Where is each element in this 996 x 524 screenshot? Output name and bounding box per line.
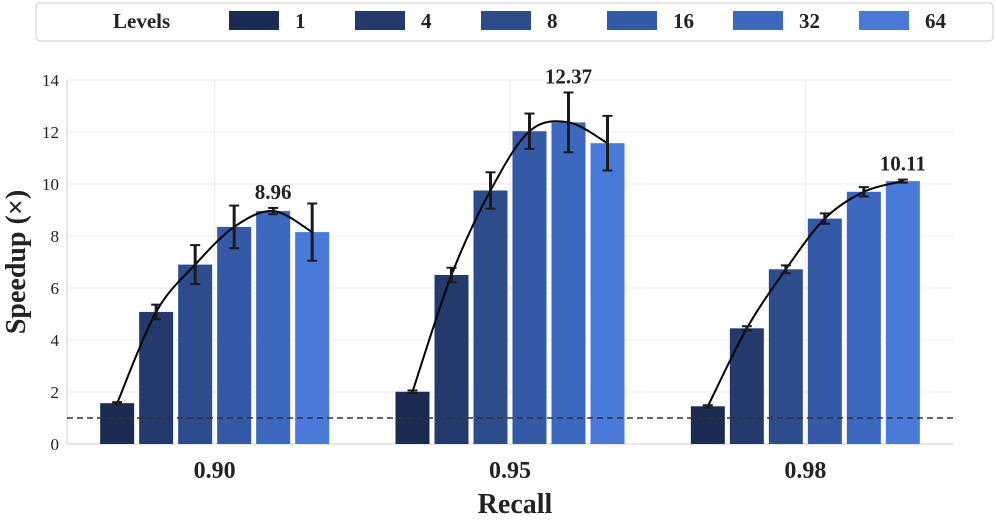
data-labels: 8.96 12.37 10.11 [255,64,926,203]
trend-line [116,210,313,404]
bar [473,190,508,444]
x-tick-label: 0.90 [194,458,236,484]
x-tick-label: 0.95 [489,458,531,484]
y-tick-label: 2 [51,383,60,402]
y-tick-label: 8 [51,227,60,246]
bar [690,406,725,444]
error-bars [112,91,908,409]
y-tick-label: 0 [51,435,60,454]
legend-swatch [481,11,531,30]
legend-label: 64 [925,9,947,33]
bar [434,275,469,444]
bar [295,232,330,444]
y-tick-label: 6 [51,279,60,298]
bar [768,269,803,444]
legend-label: 32 [799,9,820,33]
bar [590,143,625,444]
bar [178,264,213,444]
bar [139,311,174,444]
legend-label: 8 [547,9,558,33]
y-axis-title: Speedup (×) [1,190,32,334]
x-axis-title: Recall [478,489,553,520]
y-tick-label: 12 [42,123,59,142]
bar [846,191,881,444]
bar [217,226,252,444]
legend-label: 4 [421,9,432,33]
legend-swatch [733,11,783,30]
axes: Speedup (×) Recall 0 2 4 6 8 10 12 14 0.90 0.95 0.… [1,71,953,520]
legend-title: Levels [113,9,170,33]
legend-swatch [229,11,279,30]
grid [67,79,953,445]
bar [551,122,586,444]
bar [512,131,547,444]
bar [885,181,920,444]
x-tick-label: 0.98 [784,458,826,484]
bar [100,403,135,444]
y-tick-label: 14 [42,71,60,90]
legend-swatch [607,11,657,30]
legend-swatch [355,11,405,30]
y-tick-label: 4 [51,331,60,350]
legend-label: 16 [673,9,694,33]
bar [807,218,842,444]
max-speedup-label: 12.37 [545,64,592,88]
bar [729,328,764,444]
y-tick-label: 10 [42,175,59,194]
legend-label: 1 [295,9,306,33]
max-speedup-label: 8.96 [255,180,292,204]
legend-swatch [859,11,909,30]
legend: Levels 1 4 8 16 32 64 [35,2,994,42]
bar [256,211,291,444]
max-speedup-label: 10.11 [880,152,926,176]
